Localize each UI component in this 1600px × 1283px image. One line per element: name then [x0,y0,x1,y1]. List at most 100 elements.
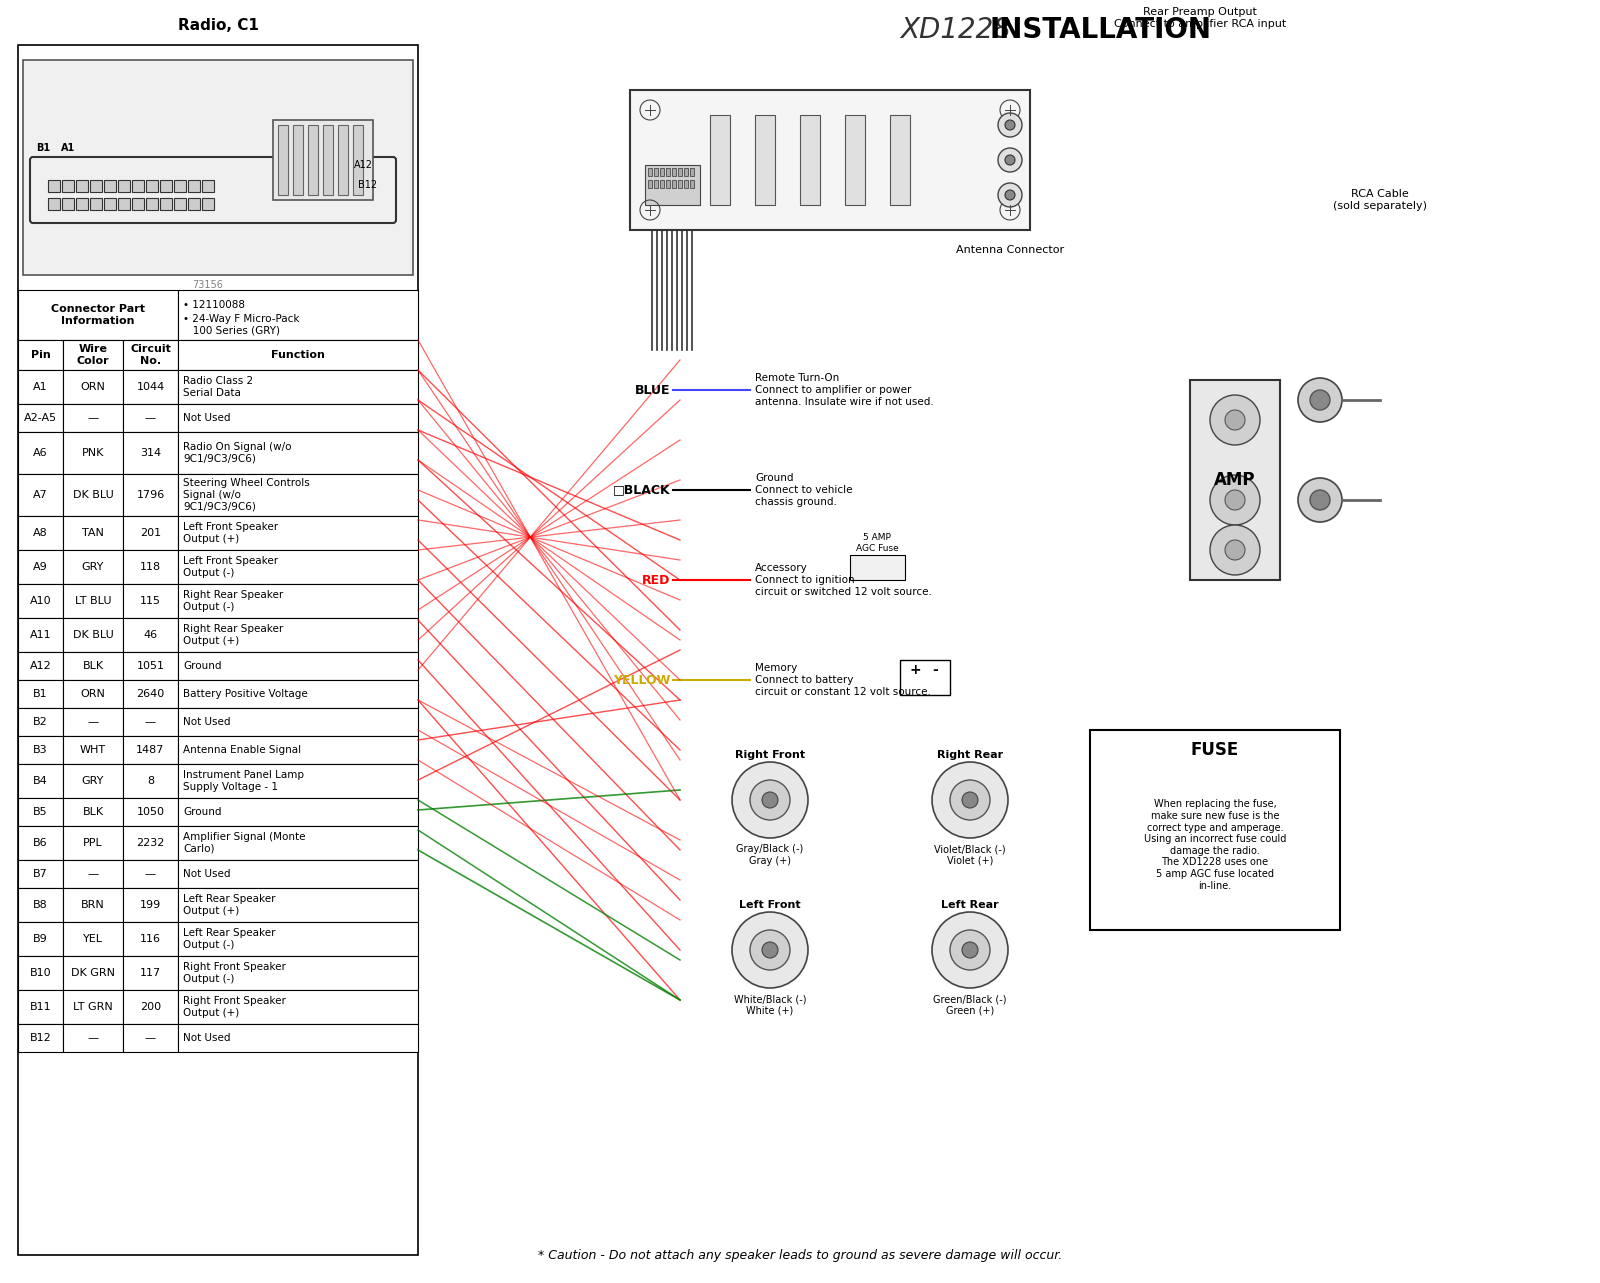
Bar [62,990,123,1024]
Bar [62,922,123,956]
Bar [18,516,62,550]
Text: A12: A12 [30,661,51,671]
Bar [118,180,130,192]
Bar [131,198,144,210]
Bar [104,180,115,192]
Text: FUSE: FUSE [1190,742,1238,760]
Text: ORN: ORN [80,689,106,699]
Bar [62,584,123,618]
Bar [18,922,62,956]
Circle shape [1310,490,1330,511]
Bar [18,340,62,370]
Bar [645,166,701,205]
Bar [18,860,62,888]
Text: Remote Turn-On
Connect to amplifier or power
antenna. Insulate wire if not used.: Remote Turn-On Connect to amplifier or p… [755,373,934,407]
Text: Left Rear Speaker
Output (+): Left Rear Speaker Output (+) [182,894,275,916]
Text: Green/Black (-)
Green (+): Green/Black (-) Green (+) [933,994,1006,1016]
Bar [178,340,418,370]
Bar [146,180,158,192]
Bar [178,370,418,404]
Bar [274,121,373,200]
Text: A6: A6 [34,448,48,458]
Bar [666,168,670,176]
Text: A10: A10 [30,597,51,606]
Text: 1050: 1050 [136,807,165,817]
Bar [62,888,123,922]
Bar [62,1024,123,1052]
Bar [123,990,178,1024]
Bar [18,370,62,404]
Bar [630,90,1030,230]
Circle shape [733,762,808,838]
Bar [178,584,418,618]
Text: LT GRN: LT GRN [74,1002,114,1012]
Circle shape [1005,121,1014,130]
Text: BLK: BLK [83,807,104,817]
Text: Right Rear: Right Rear [938,751,1003,760]
Text: LT BLU: LT BLU [75,597,112,606]
Text: DK BLU: DK BLU [72,630,114,640]
Bar [178,618,418,652]
Bar [62,473,123,516]
Bar [899,659,950,695]
Bar [62,860,123,888]
Bar [323,124,333,195]
Circle shape [750,930,790,970]
Text: Left Front Speaker
Output (+): Left Front Speaker Output (+) [182,522,278,544]
Text: 1051: 1051 [136,661,165,671]
Bar [123,860,178,888]
Circle shape [762,792,778,808]
Bar [174,198,186,210]
Bar [123,550,178,584]
Bar [678,168,682,176]
Bar [178,290,418,340]
Bar [123,763,178,798]
Text: Memory
Connect to battery
circuit or constant 12 volt source.: Memory Connect to battery circuit or con… [755,663,931,697]
Bar [178,736,418,763]
Bar [18,708,62,736]
Text: BRN: BRN [82,899,106,910]
Text: Right Rear Speaker
Output (+): Right Rear Speaker Output (+) [182,625,283,645]
Text: Connector Part
Information: Connector Part Information [51,304,146,326]
Text: DK BLU: DK BLU [72,490,114,500]
Bar [62,736,123,763]
Bar [123,956,178,990]
Text: Wire
Color: Wire Color [77,344,109,366]
Text: 2232: 2232 [136,838,165,848]
Bar [174,180,186,192]
Text: —: — [146,869,157,879]
Text: Left Rear Speaker
Output (-): Left Rear Speaker Output (-) [182,928,275,949]
Bar [62,550,123,584]
Text: A9: A9 [34,562,48,572]
Bar [18,956,62,990]
Text: B11: B11 [30,1002,51,1012]
Bar [178,708,418,736]
Text: B1: B1 [34,689,48,699]
Bar [62,763,123,798]
Bar [1090,730,1341,930]
Text: B2: B2 [34,717,48,727]
Text: Left Front Speaker
Output (-): Left Front Speaker Output (-) [182,557,278,577]
Text: —: — [146,717,157,727]
Text: B12: B12 [358,180,378,190]
Bar [672,180,675,189]
Text: Left Rear: Left Rear [941,899,998,910]
Text: Not Used: Not Used [182,869,230,879]
Text: 73156: 73156 [192,280,224,290]
Circle shape [750,780,790,820]
Bar [123,584,178,618]
Text: —: — [88,413,99,423]
Text: 8: 8 [147,776,154,786]
Text: Ground: Ground [182,661,221,671]
Bar [800,115,819,205]
Bar [18,990,62,1024]
Bar [62,180,74,192]
Text: GRY: GRY [82,776,104,786]
Bar [661,180,664,189]
Circle shape [962,942,978,958]
Circle shape [762,942,778,958]
Bar [62,956,123,990]
Bar [90,198,102,210]
Bar [18,763,62,798]
Text: 1796: 1796 [136,490,165,500]
